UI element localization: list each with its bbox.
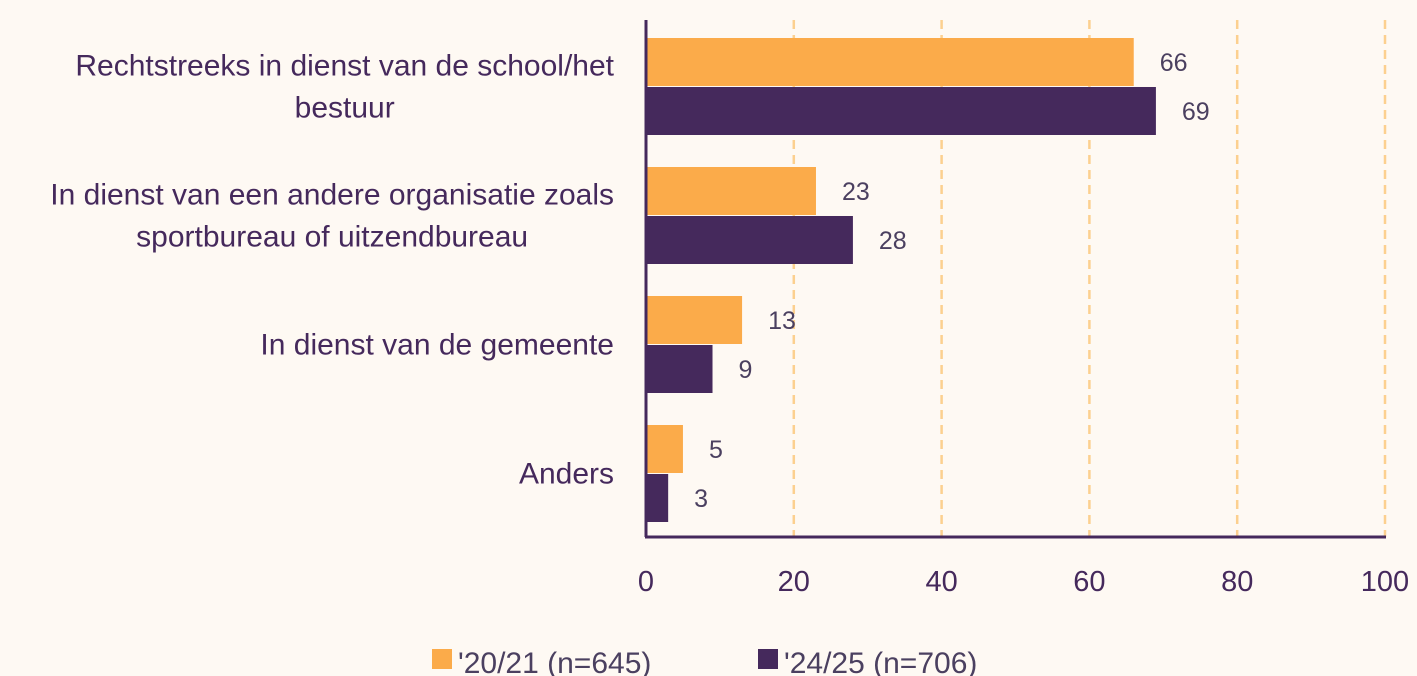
x-tick-label: 40	[925, 566, 957, 598]
bar	[646, 167, 816, 215]
category-label-line: sportbureau of uitzendbureau	[136, 221, 528, 254]
gridlines	[792, 20, 1387, 537]
bar	[646, 345, 713, 393]
data-label: 3	[694, 485, 708, 513]
x-tick-label: 60	[1073, 566, 1105, 598]
category-label-line: Anders	[519, 458, 614, 491]
category-label: In dienst van een andere organisatie zoa…	[50, 179, 614, 254]
bar	[646, 38, 1134, 86]
bar	[646, 425, 683, 473]
data-label: 5	[709, 436, 723, 464]
data-label: 9	[739, 356, 753, 384]
data-label: 69	[1182, 98, 1210, 126]
data-label: 23	[842, 178, 870, 206]
x-tick-label: 100	[1361, 566, 1409, 598]
bars	[646, 38, 1156, 522]
bar	[646, 296, 743, 344]
category-label: Anders	[519, 458, 614, 491]
category-label-line: In dienst van een andere organisatie zoa…	[50, 179, 614, 212]
labels: 0 20 40 60 80 100 66 69 Rechtstreeks in dienst v…	[50, 49, 1409, 598]
legend-label: '20/21 (n=645)	[458, 647, 651, 676]
x-tick-label: 0	[638, 566, 654, 598]
category-label: In dienst van de gemeente	[260, 329, 614, 362]
legend-swatch	[758, 649, 778, 669]
data-label: 28	[879, 227, 907, 255]
category-label-line: In dienst van de gemeente	[260, 329, 614, 362]
data-label: 13	[768, 307, 796, 335]
legend-label: '24/25 (n=706)	[784, 647, 977, 676]
bar	[646, 474, 669, 522]
x-tick-label: 80	[1221, 566, 1253, 598]
bar	[646, 87, 1156, 135]
legend-swatch	[432, 649, 452, 669]
category-label-line: bestuur	[295, 92, 395, 125]
category-label: Rechtstreeks in dienst van de school/het…	[75, 50, 614, 125]
bar	[646, 216, 853, 264]
axes	[644, 20, 1386, 539]
data-label: 66	[1160, 49, 1188, 77]
legend: '20/21 (n=645) '24/25 (n=706)	[432, 647, 977, 676]
category-label-line: Rechtstreeks in dienst van de school/het	[75, 50, 614, 83]
x-tick-label: 20	[778, 566, 810, 598]
